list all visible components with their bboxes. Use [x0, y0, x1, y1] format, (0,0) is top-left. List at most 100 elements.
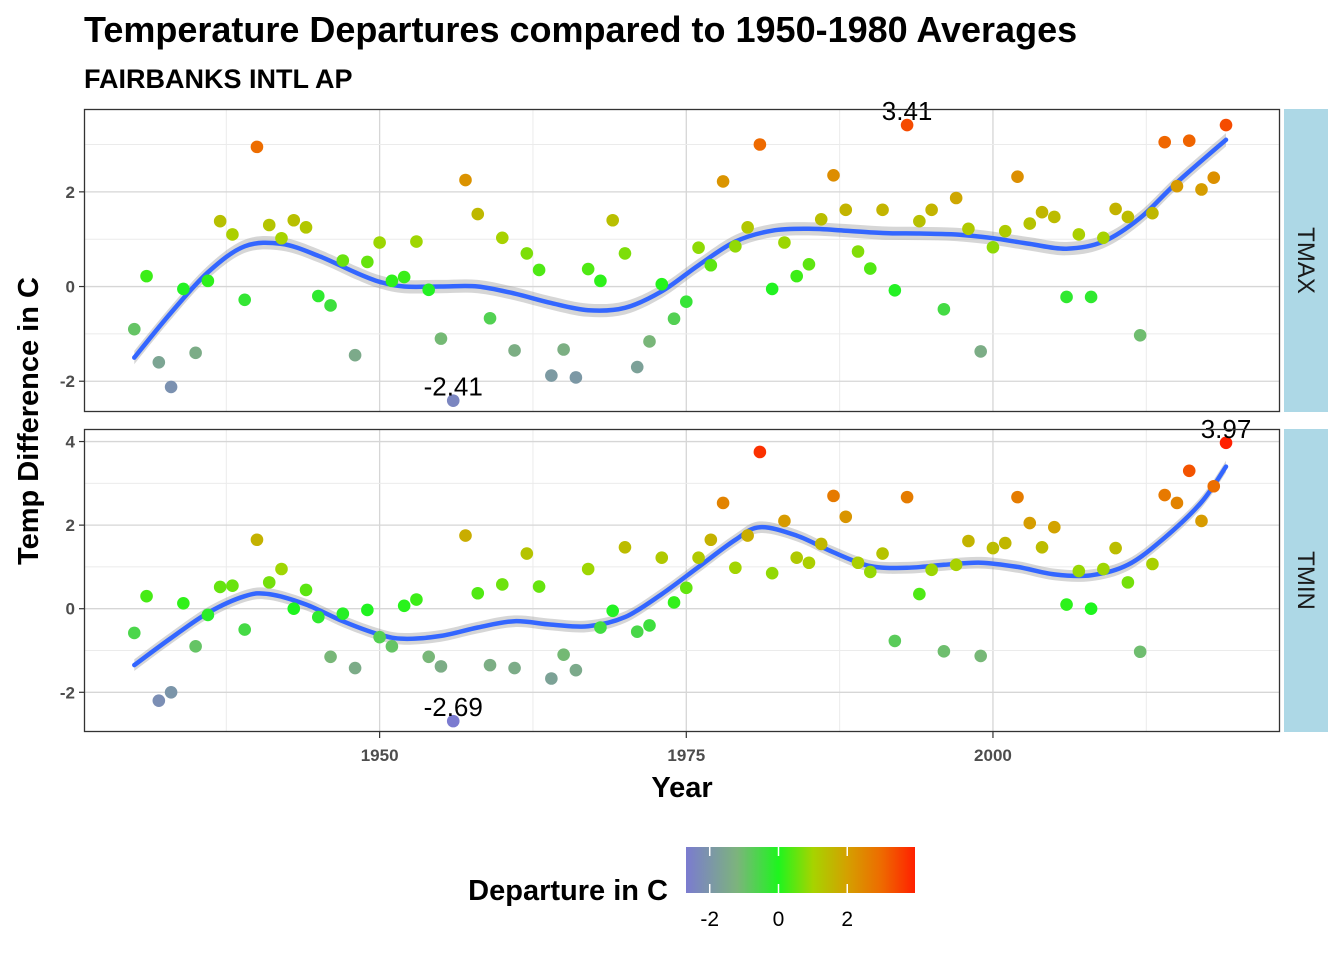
tmax-data-point [888, 284, 902, 297]
y-tick-label: -2 [60, 372, 75, 391]
legend-colorbar [686, 847, 915, 893]
tmin-data-point [471, 586, 485, 600]
tmin-data-point [557, 648, 570, 661]
tmin-data-point [532, 580, 546, 593]
tmax-panel-background [84, 109, 1280, 412]
tmax-data-point [250, 140, 264, 154]
tmax-data-point [361, 255, 374, 269]
tmin-data-point [974, 649, 987, 663]
x-tick-label: 2000 [974, 746, 1012, 765]
tmax-data-point [741, 221, 754, 234]
tmin-panel-border [83, 428, 1281, 733]
tmin-data-point [1170, 496, 1184, 510]
tmax-data-point [667, 312, 681, 326]
tmin-data-point [716, 496, 730, 510]
tmin-data-point [606, 604, 619, 618]
tmax-data-point [716, 175, 730, 188]
tmax-data-point [213, 214, 227, 228]
tmax-data-point [839, 203, 853, 217]
tmax-data-point [863, 262, 877, 275]
tmax-facet-strip: TMAX [1284, 109, 1328, 412]
facet-tmin: -2 0 2 4 -2.69 3.97 TMIN [60, 414, 1328, 733]
tmax-data-point [275, 231, 288, 245]
tmax-data-point [311, 289, 325, 303]
tmax-data-point [949, 191, 963, 205]
tmin-data-point [152, 694, 166, 707]
tmax-data-point [1182, 134, 1196, 148]
facet-tmax: -2 0 2 -2.41 3.41 TMAX [60, 96, 1328, 413]
tmin-data-point [888, 634, 902, 648]
tmin-data-point [630, 625, 644, 638]
tmin-data-point [495, 578, 509, 591]
extreme-value-label: 3.41 [882, 96, 933, 126]
tmin-extreme-labels: -2.69 3.97 [424, 414, 1252, 722]
tmax-data-point [189, 346, 202, 360]
tmin-smooth [132, 460, 1229, 671]
tmin-data-point [1109, 541, 1122, 555]
tmax-data-point [692, 241, 705, 255]
tmin-points [127, 436, 1233, 728]
tmin-data-point [373, 630, 386, 644]
y-tick-label: -2 [60, 683, 75, 702]
tmax-data-point [348, 348, 362, 362]
tmax-data-point [177, 282, 190, 296]
tmin-data-point [729, 561, 742, 575]
tmax-data-point [1146, 206, 1159, 220]
chart-title: Temperature Departures compared to 1950-… [84, 9, 1077, 50]
facet-panels: -2 0 2 -2.41 3.41 TMAX -2 0 2 4 -2.69 3.97 TMIN [60, 96, 1328, 733]
tmin-data-point [1097, 562, 1110, 576]
tmax-data-point [336, 254, 350, 267]
tmax-data-point [827, 168, 840, 182]
tmax-data-point [1035, 205, 1049, 219]
tmin-data-point [1195, 514, 1208, 528]
tmin-data-point [937, 645, 951, 658]
tmin-data-point [1035, 540, 1049, 554]
tmin-data-point [1182, 464, 1196, 478]
tmax-data-point [471, 207, 485, 221]
tmax-data-point [1072, 228, 1086, 241]
x-tick-label: 1975 [667, 746, 705, 765]
legend-tick-label: -2 [700, 908, 719, 931]
tmax-data-point [1170, 179, 1184, 193]
tmax-data-point [643, 335, 656, 348]
chart-subtitle: FAIRBANKS INTL AP [84, 64, 353, 94]
tmax-data-point [373, 236, 386, 249]
tmin-data-point [127, 626, 141, 640]
tmax-data-point [1195, 183, 1208, 196]
tmin-data-point [839, 510, 853, 524]
tmin-data-point [361, 603, 374, 617]
tmax-data-point [324, 299, 337, 312]
tmin-data-point [581, 562, 595, 576]
tmax-points [127, 118, 1233, 407]
tmax-data-point [962, 222, 975, 236]
tmax-data-point [778, 236, 791, 249]
tmin-data-point [863, 565, 877, 579]
tmin-data-point [900, 490, 914, 504]
tmin-data-point [324, 650, 337, 664]
tmax-data-point [606, 213, 619, 227]
y-tick-label: 2 [66, 183, 75, 202]
tmax-data-point [262, 218, 276, 232]
tmin-data-point [299, 583, 313, 597]
tmax-data-point [459, 173, 472, 187]
tmax-data-point [1023, 217, 1037, 230]
tmax-data-point [1207, 171, 1221, 184]
legend-tick-label: 2 [841, 908, 853, 931]
tmax-data-point [152, 355, 166, 369]
tmin-data-point [1121, 576, 1135, 589]
tmax-data-point [630, 360, 644, 374]
tmin-data-point [679, 581, 693, 595]
tmin-data-point [275, 562, 288, 576]
tmax-data-point [164, 380, 178, 394]
tmin-data-point [250, 533, 264, 547]
tmin-smooth-line [132, 464, 1229, 668]
tmin-data-point [913, 587, 926, 601]
tmin-data-point [986, 541, 1000, 555]
x-tick-label: 1950 [361, 746, 399, 765]
tmax-data-point [729, 239, 742, 253]
tmax-data-point [422, 283, 435, 297]
facet-strip-label: TMAX [1292, 227, 1319, 294]
extreme-value-label: -2.41 [424, 372, 483, 402]
y-tick-label: 0 [66, 600, 75, 619]
